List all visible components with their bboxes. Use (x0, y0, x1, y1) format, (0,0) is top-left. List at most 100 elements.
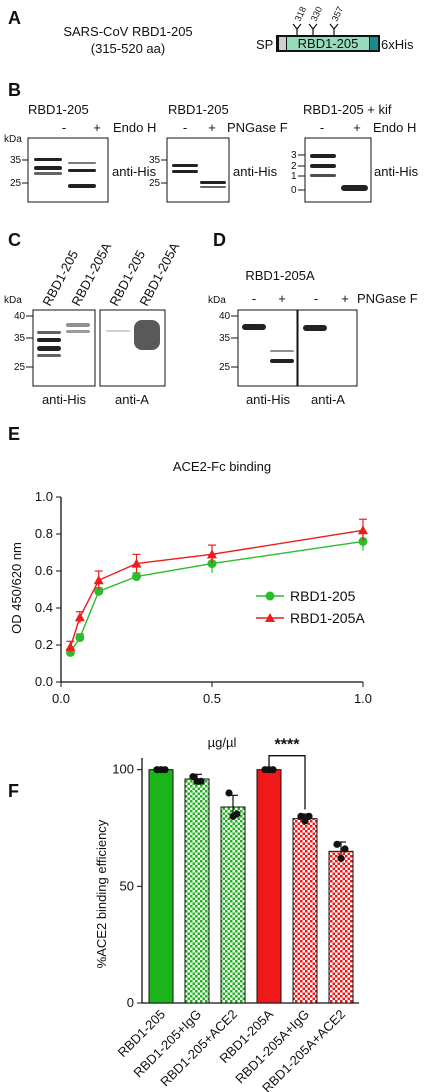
blot-d-a-membrane (297, 309, 358, 387)
blot-b3-marker-3: 3 (291, 150, 297, 161)
blot-b3-title: RBD1-205 + kif (303, 102, 392, 117)
blot-d-title: RBD1-205A (245, 268, 315, 283)
panel-label-f: F (8, 781, 19, 801)
chart-f-bar (220, 806, 246, 1004)
chart-e-xlabel: µg/µl (208, 735, 237, 750)
blot-d-sign-2: + (278, 291, 286, 306)
blot-b3-plus: + (353, 120, 361, 135)
blot-b1-plus: + (93, 120, 101, 135)
blot-b3-marker-0: 0 (291, 185, 297, 196)
chart-f-ytick-label: 100 (112, 762, 134, 777)
blot-b1-enzyme: Endo H (113, 120, 156, 135)
blot-d-enzyme: PNGase F (357, 291, 418, 306)
blot-d-sign-1: - (252, 291, 256, 306)
blot-b1-marker-35: 35 (10, 155, 22, 166)
chart-e-ytick-label: 0.2 (35, 637, 53, 652)
chart-e-ytick-label: 0.6 (35, 563, 53, 578)
chart-e-series-line (69, 529, 364, 648)
glycosylation-sites (292, 23, 339, 35)
rbd-segment-label: RBD1-205 (298, 36, 359, 51)
blot-c: RBD1-205 RBD1-205A RBD1-205 RBD1-205A kD… (4, 240, 182, 407)
blot-c-a-bands (106, 320, 160, 350)
blot-b1-marker-25: 25 (10, 178, 22, 189)
blot-d-sign-4: + (341, 291, 349, 306)
blot-b3: RBD1-205 + kif - + Endo H 3 2 1 0 anti-H… (291, 102, 419, 203)
blot-b2-antibody: anti-His (233, 164, 278, 179)
blot-d-marker-25: 25 (219, 362, 231, 373)
chart-f-data-point (301, 817, 309, 825)
blot-b3-enzyme: Endo H (373, 120, 416, 135)
blot-b1-bands (34, 158, 96, 188)
construct-title: SARS-CoV RBD1-205 (63, 24, 192, 39)
blot-d-sign-3: - (314, 291, 318, 306)
blot-b1-antibody: anti-His (112, 164, 157, 179)
chart-f-ytick-label: 50 (120, 878, 134, 893)
chart-f-bar (328, 850, 354, 1004)
chart-e-point (65, 641, 76, 651)
chart-f-data-point (297, 812, 305, 820)
panel-label-a: A (8, 8, 21, 28)
his-tag-segment (370, 37, 378, 50)
chart-e-point (132, 572, 141, 582)
chart-e-legend-label: RBD1-205 (290, 588, 356, 604)
blot-d-marker-35: 35 (219, 333, 231, 344)
construct-diagram: SP RBD1-205 6xHis 318 330 357 (256, 5, 414, 52)
site-357: 357 (330, 5, 345, 23)
blot-d: RBD1-205A kDa - + - + PNGase F 40 35 25 … (208, 268, 418, 407)
chart-e: ACE2-Fc binding OD 450/620 nm µg/µl 0.0 0… (9, 459, 372, 750)
chart-f-ylabel: %ACE2 binding efficiency (94, 819, 109, 968)
blot-b3-bands (310, 154, 368, 191)
blot-d-antibody-his: anti-His (246, 392, 291, 407)
chart-f-data-point (161, 766, 169, 774)
chart-e-xtick-label: 0.5 (203, 691, 221, 706)
blot-b2-marker-25: 25 (149, 178, 161, 189)
blot-b1: RBD1-205 - + Endo H kDa 35 25 anti-His (4, 102, 157, 203)
blot-b3-marker-2: 2 (291, 161, 297, 172)
chart-e-title: ACE2-Fc binding (173, 459, 271, 474)
chart-e-ylabel: OD 450/620 nm (9, 542, 24, 634)
blot-c-his-bands (37, 323, 90, 357)
chart-f-ytick-label: 0 (127, 995, 134, 1010)
panel-label-d: D (213, 230, 226, 250)
his-tag-label: 6xHis (381, 37, 414, 52)
blot-d-a-bands (303, 325, 327, 331)
blot-b3-antibody: anti-His (374, 164, 419, 179)
sp-label: SP (256, 37, 273, 52)
chart-e-legend-label: RBD1-205A (290, 610, 365, 626)
chart-f-data-point (305, 812, 313, 820)
chart-e-point (75, 633, 85, 643)
chart-e-point (131, 558, 142, 568)
blot-b3-marker-1: 1 (291, 171, 297, 182)
blot-b2-enzyme: PNGase F (227, 120, 288, 135)
chart-e-point (207, 549, 217, 559)
blot-b2-marker-35: 35 (149, 155, 161, 166)
chart-f-data-point (333, 840, 341, 848)
chart-f-data-point (197, 777, 205, 785)
chart-e-ytick-label: 0.4 (35, 600, 53, 615)
chart-e-point (94, 586, 104, 596)
panel-label-c: C (8, 230, 21, 250)
blot-c-marker-40: 40 (14, 311, 26, 322)
blot-b1-kda: kDa (4, 134, 22, 145)
chart-f-bar (148, 769, 174, 1004)
blot-b2-plus: + (208, 120, 216, 135)
chart-f: %ACE2 binding efficiency 050100RBD1-205R… (94, 737, 359, 1092)
blot-b3-minus: - (320, 120, 324, 135)
panel-label-e: E (8, 424, 20, 444)
blot-b1-minus: - (62, 120, 66, 135)
blot-b3-membrane (304, 137, 372, 203)
blot-c-marker-35: 35 (14, 333, 26, 344)
chart-f-data-point (225, 789, 233, 797)
rbd-segment (287, 37, 369, 50)
site-318: 318 (293, 5, 308, 23)
blot-d-marker-40: 40 (219, 311, 231, 322)
chart-e-point (74, 612, 85, 622)
blot-d-antibody-a: anti-A (311, 392, 345, 407)
blot-b2-minus: - (183, 120, 187, 135)
chart-f-bar (184, 778, 210, 1004)
chart-f-bar (256, 769, 282, 1004)
chart-e-ytick-label: 0.8 (35, 526, 53, 541)
chart-e-ytick-label: 0.0 (35, 674, 53, 689)
chart-f-data-point (233, 810, 241, 818)
blot-d-his-membrane (237, 309, 298, 387)
